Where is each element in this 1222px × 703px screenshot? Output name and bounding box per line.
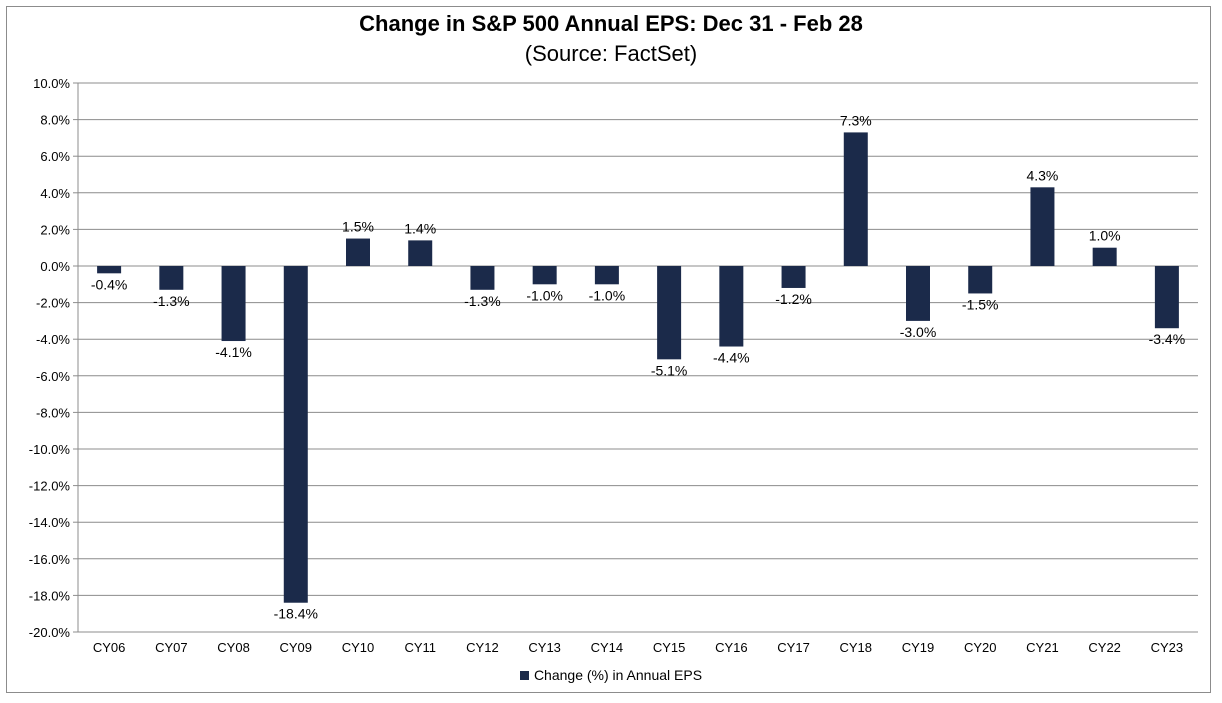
- y-tick-label: 6.0%: [40, 149, 70, 164]
- bar: [532, 266, 557, 285]
- legend-swatch: [519, 670, 529, 680]
- data-label: 1.4%: [404, 220, 436, 236]
- y-tick-label: -6.0%: [36, 369, 70, 384]
- bar: [719, 266, 744, 347]
- data-label: -0.4%: [91, 276, 128, 292]
- y-tick-label: -20.0%: [29, 625, 71, 640]
- data-label: -1.3%: [153, 293, 190, 309]
- bar: [159, 266, 184, 290]
- bar: [97, 266, 122, 274]
- bar: [221, 266, 246, 342]
- x-tick-label: CY23: [1151, 640, 1184, 655]
- bar: [1030, 187, 1055, 266]
- y-tick-label: 2.0%: [40, 222, 70, 237]
- y-tick-label: 4.0%: [40, 186, 70, 201]
- data-label: -3.0%: [900, 324, 937, 340]
- x-tick-label: CY09: [280, 640, 313, 655]
- chart-subtitle: (Source: FactSet): [524, 41, 698, 66]
- bar: [781, 266, 806, 288]
- data-label: -1.2%: [775, 291, 812, 307]
- x-tick-label: CY07: [155, 640, 188, 655]
- x-tick-label: CY10: [342, 640, 375, 655]
- bar: [470, 266, 495, 290]
- x-tick-label: CY22: [1088, 640, 1121, 655]
- x-tick-label: CY19: [902, 640, 935, 655]
- y-tick-label: 10.0%: [33, 76, 70, 91]
- y-tick-label: -16.0%: [29, 552, 71, 567]
- y-tick-label: -12.0%: [29, 479, 71, 494]
- data-label: 1.5%: [342, 219, 374, 235]
- y-tick-label: 8.0%: [40, 113, 70, 128]
- data-label: 4.3%: [1026, 167, 1058, 183]
- bar: [1092, 247, 1117, 266]
- legend-label: Change (%) in Annual EPS: [533, 667, 703, 683]
- y-tick-label: -18.0%: [29, 588, 71, 603]
- y-tick-label: -14.0%: [29, 515, 71, 530]
- bar: [657, 266, 682, 360]
- x-tick-label: CY18: [840, 640, 873, 655]
- x-tick-label: CY20: [964, 640, 997, 655]
- data-label: -18.4%: [274, 606, 318, 622]
- bar: [968, 266, 993, 294]
- chart-legend: Change (%) in Annual EPS: [0, 667, 1222, 683]
- bar: [408, 240, 433, 266]
- bar: [1154, 266, 1179, 329]
- x-tick-label: CY11: [404, 640, 436, 655]
- y-tick-label: 0.0%: [40, 259, 70, 274]
- y-tick-label: -2.0%: [36, 296, 70, 311]
- data-label: -1.5%: [962, 296, 999, 312]
- bar: [843, 132, 868, 266]
- data-label: -3.4%: [1149, 331, 1186, 347]
- x-tick-label: CY12: [466, 640, 499, 655]
- x-tick-label: CY16: [715, 640, 748, 655]
- data-label: -4.4%: [713, 350, 750, 366]
- data-label: 1.0%: [1089, 228, 1121, 244]
- data-label: 7.3%: [840, 112, 872, 128]
- chart-frame: [6, 6, 1211, 693]
- data-label: -1.0%: [526, 287, 563, 303]
- y-tick-label: -4.0%: [36, 332, 70, 347]
- x-tick-label: CY14: [591, 640, 624, 655]
- data-label: -5.1%: [651, 362, 688, 378]
- x-tick-label: CY17: [777, 640, 810, 655]
- chart-title: Change in S&P 500 Annual EPS: Dec 31 - F…: [359, 11, 863, 36]
- x-tick-label: CY21: [1026, 640, 1059, 655]
- bar: [594, 266, 619, 285]
- bar: [283, 266, 308, 603]
- bar: [906, 266, 930, 321]
- x-tick-label: CY08: [217, 640, 250, 655]
- y-tick-label: -10.0%: [29, 442, 71, 457]
- data-label: -4.1%: [215, 344, 252, 360]
- y-tick-label: -8.0%: [36, 405, 70, 420]
- data-label: -1.3%: [464, 293, 501, 309]
- data-label: -1.0%: [589, 287, 626, 303]
- bar: [346, 238, 370, 266]
- x-tick-label: CY15: [653, 640, 686, 655]
- x-tick-label: CY06: [93, 640, 126, 655]
- x-tick-label: CY13: [528, 640, 561, 655]
